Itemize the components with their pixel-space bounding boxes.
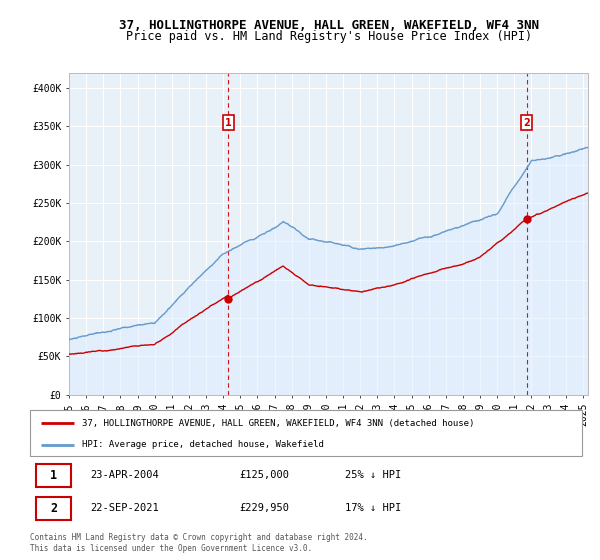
Text: £125,000: £125,000 bbox=[240, 470, 290, 480]
FancyBboxPatch shape bbox=[35, 464, 71, 487]
Text: 17% ↓ HPI: 17% ↓ HPI bbox=[344, 503, 401, 513]
FancyBboxPatch shape bbox=[30, 410, 582, 456]
Text: 1: 1 bbox=[225, 118, 232, 128]
Text: HPI: Average price, detached house, Wakefield: HPI: Average price, detached house, Wake… bbox=[82, 440, 325, 450]
Text: 23-APR-2004: 23-APR-2004 bbox=[91, 470, 160, 480]
Text: 2: 2 bbox=[50, 502, 57, 515]
Text: 22-SEP-2021: 22-SEP-2021 bbox=[91, 503, 160, 513]
Text: Contains HM Land Registry data © Crown copyright and database right 2024.
This d: Contains HM Land Registry data © Crown c… bbox=[30, 533, 368, 553]
Text: 37, HOLLINGTHORPE AVENUE, HALL GREEN, WAKEFIELD, WF4 3NN (detached house): 37, HOLLINGTHORPE AVENUE, HALL GREEN, WA… bbox=[82, 419, 475, 428]
Text: Price paid vs. HM Land Registry's House Price Index (HPI): Price paid vs. HM Land Registry's House … bbox=[126, 30, 532, 44]
Text: 25% ↓ HPI: 25% ↓ HPI bbox=[344, 470, 401, 480]
Text: 37, HOLLINGTHORPE AVENUE, HALL GREEN, WAKEFIELD, WF4 3NN: 37, HOLLINGTHORPE AVENUE, HALL GREEN, WA… bbox=[119, 19, 539, 32]
Text: 1: 1 bbox=[50, 469, 57, 482]
Text: 2: 2 bbox=[523, 118, 530, 128]
FancyBboxPatch shape bbox=[35, 497, 71, 520]
Text: £229,950: £229,950 bbox=[240, 503, 290, 513]
